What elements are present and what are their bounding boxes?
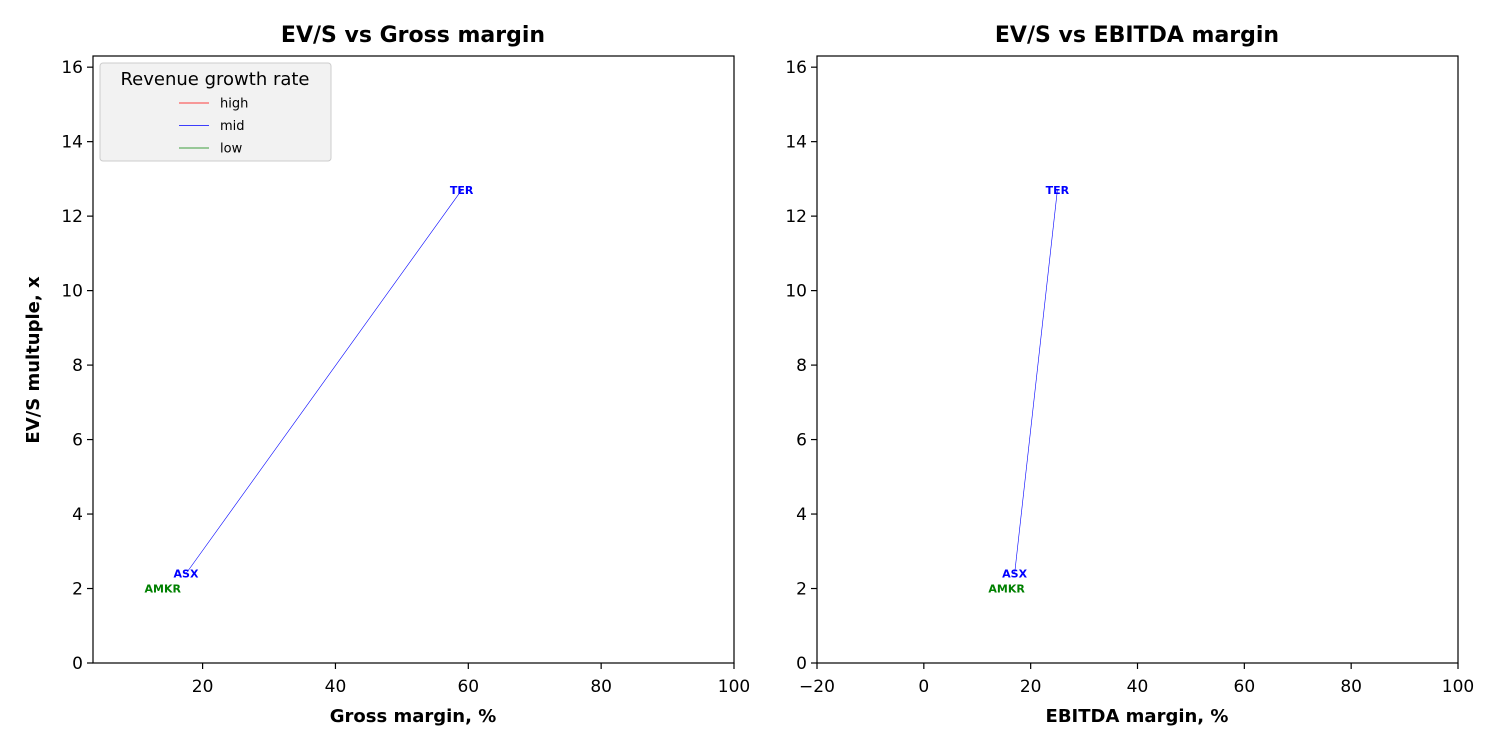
chart-ebitda-margin: EV/S vs EBITDA margin 0 2 4 6 8 10 12 14 16 −20 0… [785,23,1474,727]
y-axis-ticks: 0 2 4 6 8 10 12 14 16 [785,58,817,674]
x-tick-label: 0 [918,677,929,697]
series-lines [1014,190,1058,574]
plot-frame [92,55,735,664]
y-tick-label: 14 [785,133,807,153]
legend-box [99,62,332,162]
y-axis-ticks: 0 2 4 6 8 10 12 14 16 [61,58,93,674]
y-tick-label: 0 [796,654,807,674]
x-tick-label: 40 [325,677,347,697]
point-label-ter: TER [450,184,474,197]
point-label-asx: ASX [174,568,199,581]
point-labels: TER ASX AMKR [988,184,1069,595]
x-tick-label: 60 [457,677,479,697]
x-axis-label: EBITDA margin, % [1046,706,1229,727]
y-tick-label: 2 [72,580,83,600]
y-axis-label: EV/S multuple, x [23,276,44,444]
y-tick-label: 16 [785,58,807,78]
y-tick-label: 10 [61,282,83,302]
legend-entries: high mid low [179,97,248,157]
chart-title: EV/S vs Gross margin [281,23,545,48]
chart-gross-margin: EV/S vs Gross margin 0 2 4 6 8 10 12 14 16 20 40 6… [23,23,750,727]
y-tick-label: 12 [61,207,83,227]
legend-title: Revenue growth rate [120,69,309,90]
legend-label-low: low [220,142,243,157]
x-tick-label: 80 [1340,677,1362,697]
y-tick-label: 2 [796,580,807,600]
legend-label-high: high [220,97,248,112]
chart-title: EV/S vs EBITDA margin [995,23,1279,48]
x-axis-ticks: 20 40 60 80 100 [192,663,750,697]
point-label-ter: TER [1046,184,1070,197]
y-tick-label: 16 [61,58,83,78]
series-lines [185,189,462,574]
x-tick-label: 60 [1234,677,1256,697]
y-tick-label: 10 [785,282,807,302]
y-tick-label: 6 [72,431,83,451]
legend: Revenue growth rate high mid low [99,62,332,162]
x-tick-label: 20 [1020,677,1042,697]
x-tick-label: 100 [1442,677,1474,697]
point-label-amkr: AMKR [145,583,182,596]
legend-label-mid: mid [220,119,245,134]
x-tick-label: 40 [1127,677,1149,697]
x-axis-label: Gross margin, % [330,706,497,727]
x-axis-ticks: −20 0 20 40 60 80 100 [799,663,1474,697]
x-tick-label: 20 [192,677,214,697]
y-tick-label: 4 [796,505,807,525]
series-line-mid [1014,190,1058,574]
series-line-mid [185,189,462,574]
point-label-asx: ASX [1002,568,1027,581]
y-tick-label: 8 [72,356,83,376]
y-tick-label: 6 [796,431,807,451]
x-tick-label: 100 [718,677,750,697]
point-label-amkr: AMKR [988,583,1025,596]
point-labels: TER ASX AMKR [145,184,474,595]
y-tick-label: 12 [785,207,807,227]
x-tick-label: −20 [799,677,835,697]
y-tick-label: 14 [61,133,83,153]
y-tick-label: 8 [796,356,807,376]
x-tick-label: 80 [590,677,612,697]
y-tick-label: 4 [72,505,83,525]
y-tick-label: 0 [72,654,83,674]
plot-frame [816,55,1459,664]
